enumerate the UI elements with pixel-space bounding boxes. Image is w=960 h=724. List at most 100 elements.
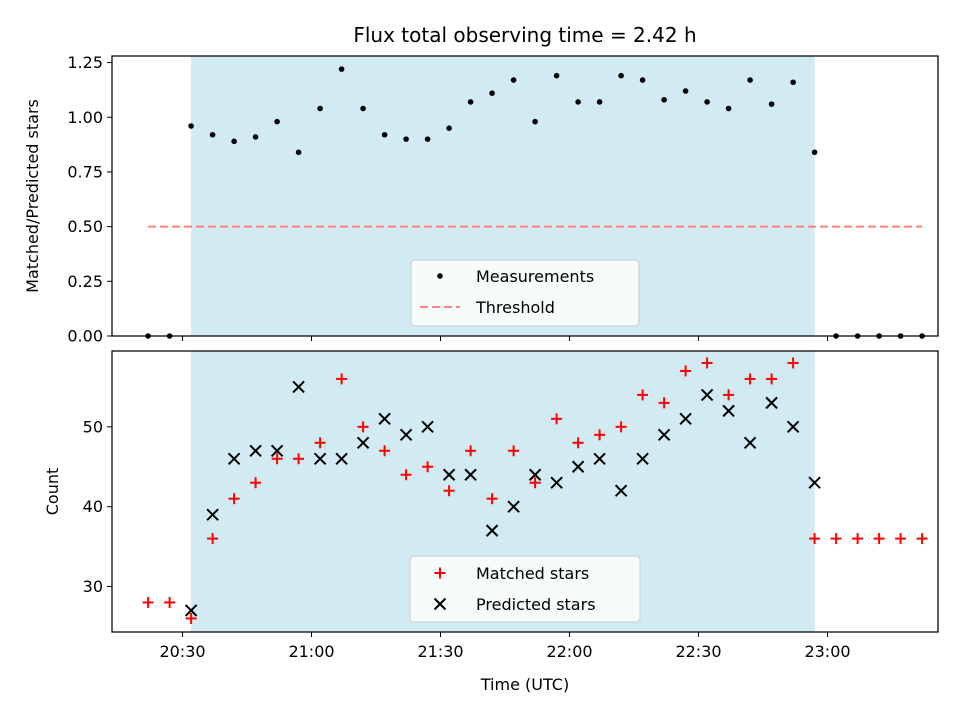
predicted-star-point <box>184 604 198 617</box>
matched-star-point <box>529 477 541 489</box>
measurement-point <box>575 99 581 105</box>
y-tick-label: 1.00 <box>67 108 103 127</box>
legend-matched-label: Matched stars <box>476 564 589 583</box>
matched-star-point <box>766 373 778 385</box>
measurement-point <box>295 149 302 156</box>
measurement-point <box>338 66 345 72</box>
measurement-point <box>209 131 216 138</box>
y-tick-label: 1.25 <box>67 53 103 72</box>
matched-star-point <box>379 445 391 457</box>
matched-star-point <box>142 596 154 608</box>
predicted-star-point <box>636 452 649 465</box>
measurement-point <box>661 96 667 103</box>
matched-star-point <box>250 477 262 489</box>
matched-star-point <box>744 373 756 385</box>
measurement-point <box>231 138 237 145</box>
top-legend-box <box>410 259 640 327</box>
measurement-point <box>446 125 452 131</box>
measurement-point <box>790 79 796 86</box>
top-x-ticks <box>182 336 828 341</box>
predicted-star-point <box>743 436 757 450</box>
matched-star-point <box>486 493 498 505</box>
matched-star-point <box>873 533 885 545</box>
predicted-star-point <box>270 444 284 457</box>
predicted-star-point <box>808 476 821 489</box>
predicted-star-point <box>507 500 520 513</box>
predicted-star-point <box>313 452 327 465</box>
x-tick-label: 21:00 <box>288 642 334 661</box>
matched-star-point <box>293 453 305 465</box>
measurement-point <box>618 72 624 79</box>
predicted-star-point <box>614 484 628 497</box>
measurement-point <box>553 72 560 79</box>
measurement-point <box>596 99 603 105</box>
predicted-star-point <box>335 452 348 465</box>
measurement-point <box>811 149 818 156</box>
matched-star-point <box>357 421 369 433</box>
matched-star-point <box>164 596 176 608</box>
matched-star-point <box>787 357 799 369</box>
matched-star-point <box>551 413 563 425</box>
matched-star-point <box>852 533 864 545</box>
matched-star-point <box>809 533 821 545</box>
bottom-y-ticks: 30 40 50 <box>83 417 112 596</box>
matched-star-point <box>465 445 477 457</box>
matched-star-point <box>400 469 412 481</box>
bottom-panel: 30 40 50 20:30 21:00 21:30 22:00 22:30 23:00 Ti… <box>43 350 939 694</box>
measurement-point <box>725 105 732 112</box>
matched-star-point <box>336 373 348 385</box>
y-tick-label: 50 <box>83 417 103 436</box>
matched-star-point <box>422 461 434 473</box>
bottom-x-ticks: 20:30 21:00 21:30 22:00 22:30 23:00 <box>159 632 851 661</box>
predicted-star-point <box>421 420 434 434</box>
matched-star-point <box>895 533 907 545</box>
matched-star-point <box>680 365 692 377</box>
predicted-star-point <box>464 468 477 481</box>
matched-star-point <box>271 453 283 465</box>
legend-matched-marker <box>434 567 446 579</box>
matched-star-point <box>185 612 197 624</box>
predicted-star-point <box>765 396 778 410</box>
x-tick-label: 23:00 <box>804 642 850 661</box>
legend-predicted-marker <box>433 597 447 611</box>
matched-star-point <box>508 445 520 457</box>
matched-star-point <box>615 421 627 433</box>
legend-x-glyph <box>433 597 447 611</box>
count-points <box>142 357 928 624</box>
y-tick-label: 0.75 <box>67 162 103 181</box>
y-tick-label: 0.50 <box>67 217 103 236</box>
matched-star-point <box>658 397 670 409</box>
predicted-star-point <box>399 428 413 442</box>
predicted-star-point <box>786 420 800 434</box>
predicted-star-point <box>571 460 585 473</box>
measurement-point <box>467 99 474 105</box>
matched-star-point <box>701 357 713 369</box>
predicted-star-point <box>292 380 305 394</box>
predicted-star-point <box>679 412 692 426</box>
predicted-star-point <box>657 428 671 442</box>
matched-star-point <box>594 429 606 441</box>
measurement-point <box>747 77 753 83</box>
predicted-star-point <box>528 468 542 481</box>
legend-plus-glyph <box>434 567 446 579</box>
y-tick-label: 0.00 <box>67 327 103 346</box>
predicted-star-point <box>206 508 219 521</box>
bottom-legend: Matched stars Predicted stars <box>409 555 641 623</box>
measurement-point <box>424 136 431 142</box>
bottom-legend-box <box>409 555 641 623</box>
measurement-point <box>403 136 409 142</box>
measurement-point <box>360 105 366 112</box>
x-tick-label: 20:30 <box>159 642 205 661</box>
matched-star-point <box>443 485 455 497</box>
matched-star-point <box>314 437 326 449</box>
top-y-ticks: 0.00 0.25 0.50 0.75 1.00 1.25 <box>67 53 112 346</box>
bottom-y-axis-label: Count <box>43 468 62 516</box>
measurement-point <box>188 123 194 129</box>
measurement-point <box>274 118 280 125</box>
predicted-star-point <box>700 388 714 402</box>
matched-star-point <box>228 493 240 505</box>
matched-star-point <box>723 389 735 401</box>
top-legend: Measurements Threshold <box>410 259 640 327</box>
legend-predicted-label: Predicted stars <box>476 595 596 614</box>
